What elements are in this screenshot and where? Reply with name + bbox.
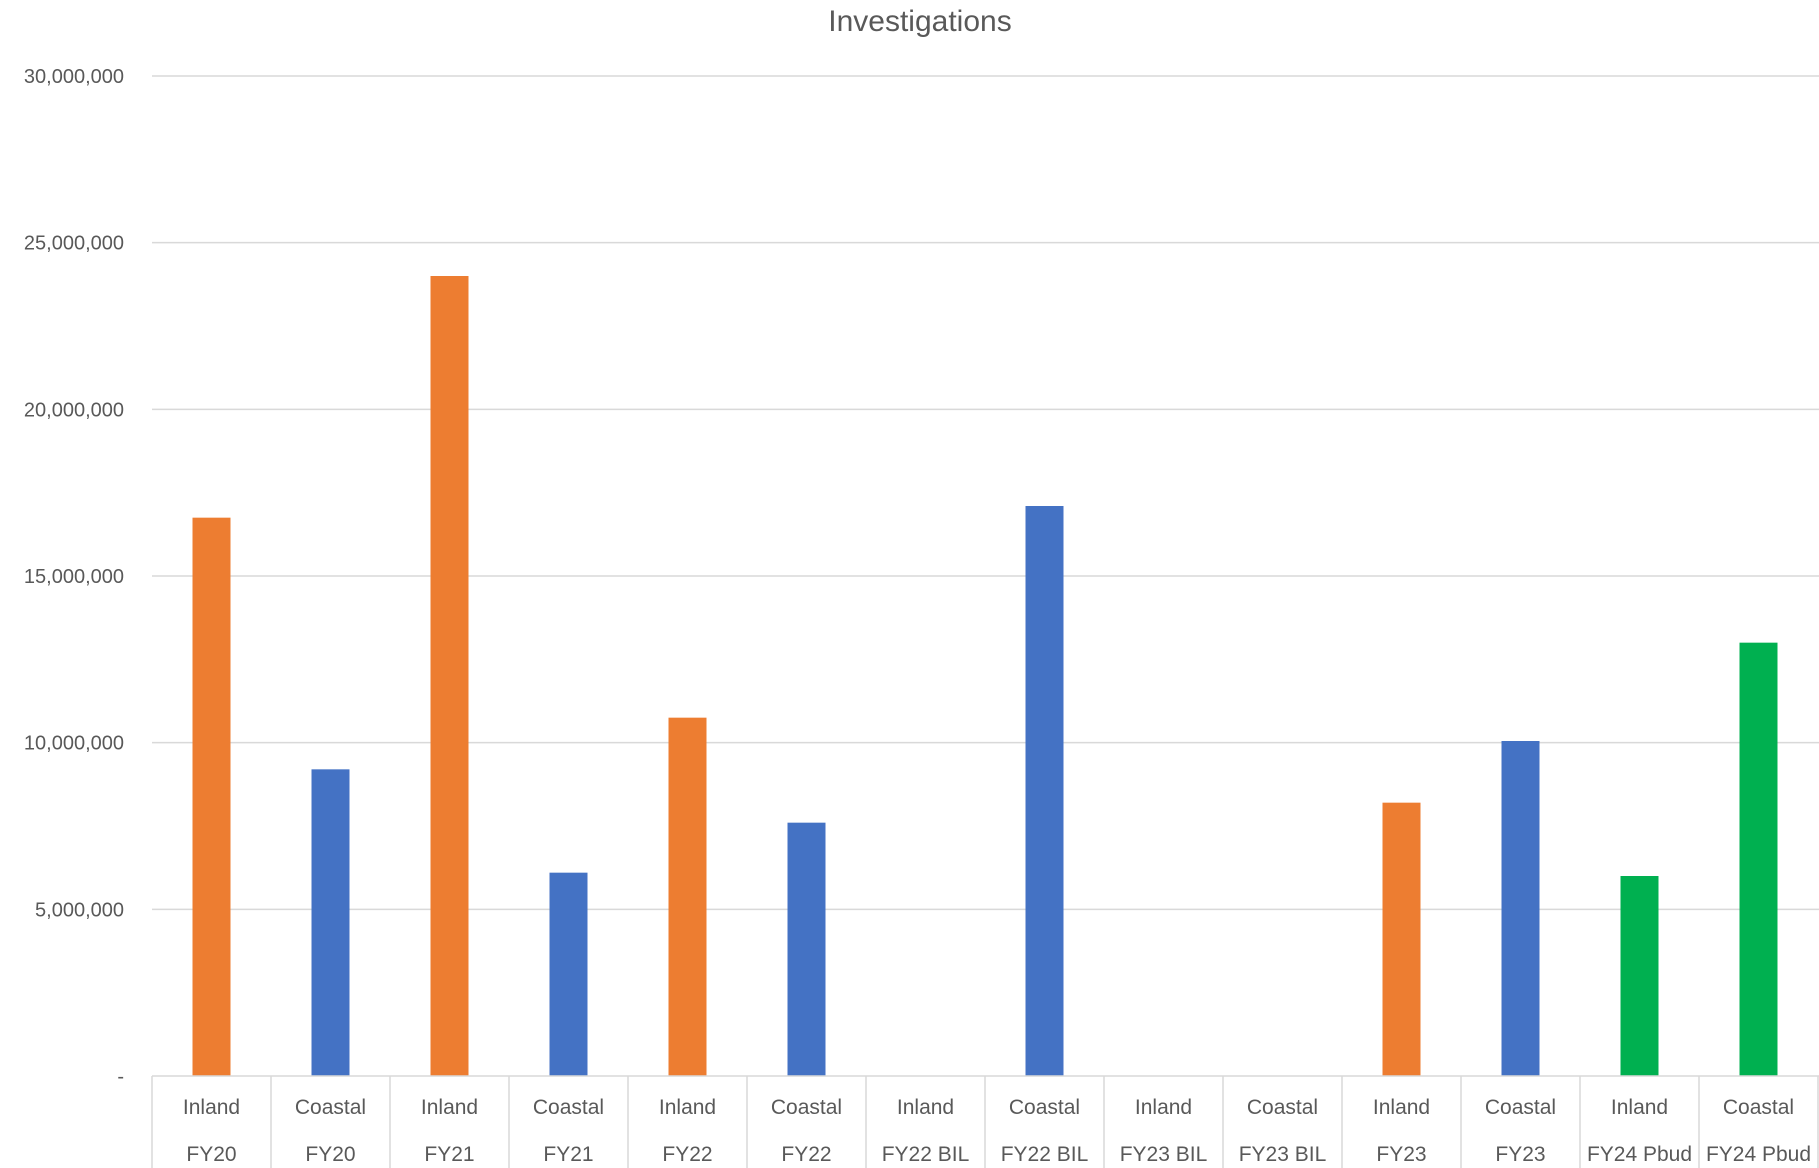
bar: [1382, 802, 1421, 1076]
y-tick-label: 20,000,000: [24, 399, 124, 421]
x-group-label: FY23: [1376, 1143, 1426, 1166]
x-category-label: Coastal: [771, 1096, 842, 1119]
x-group-label: FY20: [305, 1143, 355, 1166]
x-category-label: Coastal: [533, 1096, 604, 1119]
x-group-label: FY24 Pbud: [1587, 1143, 1692, 1166]
x-category-label: Inland: [421, 1096, 478, 1119]
x-category-label: Inland: [1611, 1096, 1668, 1119]
x-category-label: Coastal: [1723, 1096, 1794, 1119]
y-tick-label: 25,000,000: [24, 233, 124, 255]
y-tick-label: 15,000,000: [24, 566, 124, 588]
bar: [1739, 642, 1778, 1076]
gridlines: [152, 75, 1819, 911]
bar: [430, 276, 469, 1076]
x-category-label: Inland: [183, 1096, 240, 1119]
bar: [1620, 876, 1659, 1076]
x-group-label: FY21: [543, 1143, 593, 1166]
x-axis: Inland FY20 Coastal FY20 Inland FY21 Coastal FY…: [151, 1075, 1819, 1168]
x-group-label: FY20: [186, 1143, 236, 1166]
y-tick-label: -: [117, 1066, 124, 1088]
x-category-label: Coastal: [295, 1096, 366, 1119]
y-axis-tick-labels: - 5,000,000 10,000,000 15,000,000 20,000,000…: [24, 66, 124, 1088]
x-category-label: Inland: [1373, 1096, 1430, 1119]
bar: [787, 822, 826, 1076]
bars: [192, 276, 1778, 1076]
bar: [311, 769, 350, 1076]
x-group-label: FY23 BIL: [1239, 1143, 1327, 1166]
x-group-label: FY23: [1495, 1143, 1545, 1166]
x-group-label: FY22: [781, 1143, 831, 1166]
x-group-label: FY24 Pbud: [1706, 1143, 1811, 1166]
x-category-label: Coastal: [1247, 1096, 1318, 1119]
x-category-label: Coastal: [1485, 1096, 1556, 1119]
bar: [549, 872, 588, 1076]
x-group-label: FY22 BIL: [1001, 1143, 1089, 1166]
y-tick-label: 10,000,000: [24, 733, 124, 755]
y-tick-label: 30,000,000: [24, 66, 124, 88]
bar: [1025, 506, 1064, 1076]
y-tick-label: 5,000,000: [35, 899, 124, 921]
x-category-label: Coastal: [1009, 1096, 1080, 1119]
x-category-label: Inland: [897, 1096, 954, 1119]
chart-title: Investigations: [828, 5, 1011, 38]
bar: [192, 517, 231, 1076]
x-category-label: Inland: [1135, 1096, 1192, 1119]
x-group-label: FY21: [424, 1143, 474, 1166]
x-group-label: FY23 BIL: [1120, 1143, 1208, 1166]
x-category-label: Inland: [659, 1096, 716, 1119]
x-group-label: FY22: [662, 1143, 712, 1166]
bar: [668, 717, 707, 1076]
x-group-label: FY22 BIL: [882, 1143, 970, 1166]
bar: [1501, 741, 1540, 1076]
